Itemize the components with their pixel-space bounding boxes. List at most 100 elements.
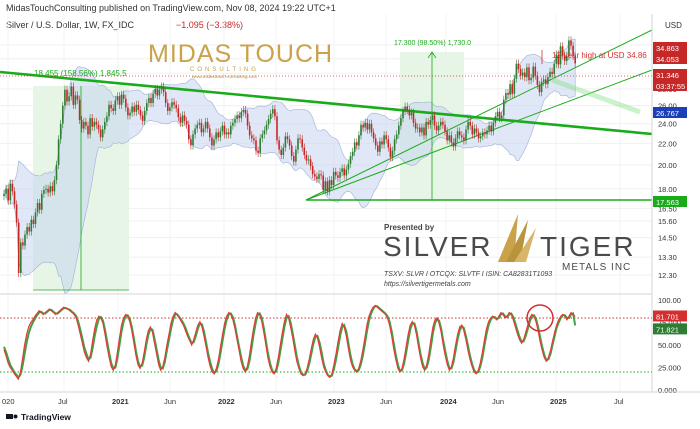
candle-body (20, 242, 22, 274)
y-tick-label: 24.00 (658, 120, 677, 129)
candle-body (360, 124, 362, 136)
midas-logo-sub: CONSULTING (190, 67, 259, 73)
candle-body (349, 156, 352, 164)
candle-body (242, 110, 245, 112)
y-tick-label: 22.00 (658, 139, 677, 148)
candle-body (259, 138, 261, 153)
candle-body (280, 149, 282, 156)
y-tick-label: 26.00 (658, 102, 677, 111)
candle-body (372, 132, 375, 139)
candle-body (479, 136, 482, 139)
candle-body (404, 106, 406, 111)
candle-body (34, 212, 37, 225)
candle-body (299, 138, 301, 140)
candle-body (568, 40, 570, 56)
candle-body (335, 171, 337, 176)
x-tick-label: Jun (492, 397, 504, 406)
candle-body (112, 108, 114, 111)
candle-body (473, 128, 476, 135)
candle-body (64, 89, 66, 106)
candle-body (38, 203, 41, 210)
candle-body (383, 135, 385, 145)
candle-body (74, 95, 77, 105)
candle-body (66, 89, 68, 102)
price-change: −1.095 (−3.38%) (176, 20, 243, 30)
candle-body (240, 111, 243, 119)
candle-body (419, 127, 421, 133)
symbol-label: Silver / U.S. Dollar, 1W, FX_IDC (6, 20, 135, 30)
candle-body (295, 149, 297, 162)
candle-body (475, 128, 478, 133)
candle-body (532, 66, 534, 78)
candle-body (496, 111, 499, 117)
price-label-value: 17.563 (656, 198, 679, 207)
candle-body (314, 174, 316, 177)
candle-body (427, 121, 429, 125)
candle-body (410, 112, 413, 116)
candle-body (446, 131, 448, 141)
candle-body (198, 122, 201, 125)
tradingview-logo: TradingView (6, 412, 71, 422)
candle-body (156, 88, 159, 96)
candle-body (55, 164, 58, 181)
candle-body (120, 94, 123, 105)
stoch-value-label: 71.821 (656, 325, 679, 334)
candle-body (429, 120, 432, 125)
candle-body (500, 115, 503, 119)
candle-body (542, 79, 545, 82)
candle-body (570, 40, 572, 46)
candle-body (561, 46, 564, 56)
candle-body (452, 142, 455, 147)
candle-body (507, 92, 509, 95)
x-tick-label: 2025 (550, 397, 567, 406)
price-label-box (653, 53, 687, 64)
candlestick-series (3, 36, 576, 278)
candle-body (374, 138, 377, 146)
projection-arrow (551, 77, 641, 115)
candle-body (141, 115, 144, 121)
candle-body (215, 132, 217, 140)
y-tick-label: 13.30 (658, 253, 677, 262)
candle-body (263, 130, 266, 135)
candle-body (171, 102, 173, 108)
candle-body (362, 124, 364, 128)
candle-body (17, 222, 20, 274)
candle-body (28, 226, 30, 232)
midas-logo-text: MIDAS TOUCH (148, 40, 333, 68)
candle-body (364, 122, 366, 128)
price-label-value: 26.767 (656, 109, 679, 118)
candle-body (101, 129, 104, 138)
candle-body (431, 115, 434, 121)
candle-body (188, 124, 190, 140)
x-tick-label: 2022 (218, 397, 235, 406)
candle-body (526, 67, 528, 78)
candle-body (421, 127, 423, 133)
stoch-tick-label: 100.00 (658, 296, 681, 305)
candle-body (13, 191, 16, 205)
y-tick-label: 12.30 (658, 271, 677, 280)
candle-body (320, 174, 322, 176)
candle-body (244, 110, 247, 114)
price-label-box (653, 80, 687, 91)
tradingview-icon (6, 414, 13, 419)
candle-body (232, 122, 234, 126)
candle-body (49, 186, 51, 193)
candle-body (57, 139, 60, 165)
candle-body (143, 110, 146, 121)
candle-body (379, 141, 381, 152)
sponsor-tickers: TSXV: SLVR I OTCQX: SLVTF I ISIN: CA8283… (384, 271, 552, 278)
candle-body (169, 107, 171, 111)
tradingview-label: TradingView (21, 412, 71, 422)
candle-body (158, 89, 161, 96)
candle-body (450, 135, 453, 143)
candle-body (248, 125, 251, 136)
candle-body (318, 174, 320, 179)
x-tick-label: 2024 (440, 397, 458, 406)
candle-body (219, 131, 222, 138)
candle-body (257, 150, 259, 153)
candle-body (408, 110, 411, 116)
midas-logo-url: www.midastouch-consulting.com (192, 74, 258, 79)
candle-body (223, 125, 226, 135)
sponsor-name-left: SILVER (383, 231, 493, 262)
candle-body (437, 125, 440, 131)
